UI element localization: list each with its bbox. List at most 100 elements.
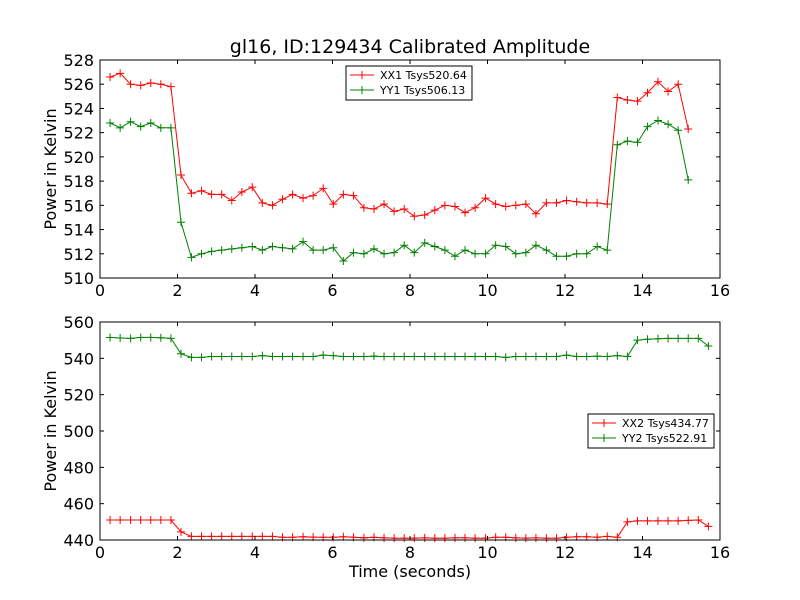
upper-y-tick-label: 528 (63, 51, 94, 70)
upper-series-0-point (430, 206, 439, 215)
upper-series-1-point (237, 243, 246, 252)
lower-series-0-point (136, 516, 145, 525)
lower-series-0-point (217, 532, 226, 541)
lower-x-tick-label: 0 (95, 543, 105, 562)
upper-series-0-point (461, 208, 470, 217)
lower-series-1-point (258, 351, 267, 360)
upper-series-1-point (654, 116, 662, 125)
upper-series-1-point (339, 257, 348, 266)
upper-series-0-point (227, 196, 236, 205)
upper-y-axis-label: Power in Kelvin (41, 108, 60, 229)
upper-series-1-point (400, 241, 409, 250)
lower-series-1-point (116, 333, 125, 342)
upper-series-1-point (278, 243, 287, 252)
upper-series-1-point (268, 242, 277, 251)
upper-series-1-point (674, 126, 683, 135)
lower-series-1-point (166, 334, 175, 343)
upper-series-1-point (369, 244, 378, 253)
upper-y-tick-label: 514 (63, 221, 94, 240)
upper-series-0-point (268, 201, 277, 210)
lower-series-1-point (511, 352, 520, 361)
upper-series-0-point (359, 203, 368, 212)
lower-series-1-point (623, 352, 632, 361)
lower-series-1-point (369, 352, 378, 361)
upper-series-0-point (471, 203, 480, 212)
upper-y-tick-label: 520 (63, 148, 94, 167)
lower-series-1-point (237, 352, 246, 361)
upper-x-tick-label: 10 (477, 281, 497, 300)
chart-title: gl16, ID:129434 Calibrated Amplitude (230, 36, 590, 58)
upper-series-0-point (156, 80, 165, 89)
upper-series-0-point (380, 200, 389, 209)
upper-series-line-0 (109, 72, 689, 217)
lower-series-1-point (339, 352, 348, 361)
upper-y-tick-label: 518 (63, 172, 94, 191)
upper-series-1-point (187, 253, 196, 262)
upper-y-tick-label: 524 (63, 99, 94, 118)
upper-series-0-point (582, 198, 591, 207)
upper-series-1-point (582, 249, 591, 258)
lower-series-0-point (552, 534, 561, 543)
upper-series-0-point (339, 190, 348, 199)
upper-series-0-point (390, 207, 399, 216)
lower-x-tick-label: 12 (555, 543, 575, 562)
upper-legend: XX1 Tsys520.64 YY1 Tsys506.13 (345, 65, 473, 101)
upper-series-1-point (309, 246, 318, 255)
upper-series-1-point (501, 242, 510, 251)
lower-series-0-point (237, 532, 246, 541)
lower-series-0-point (390, 534, 399, 543)
lower-series-1-point (603, 352, 612, 361)
upper-series-1-point (390, 248, 399, 257)
lower-series-1-point (450, 352, 459, 361)
lower-series-1-point (664, 334, 673, 343)
upper-plot: gl16, ID:129434 Calibrated Amplitude 0 2 4… (41, 36, 730, 300)
lower-series-1-point (207, 352, 216, 361)
lower-series-0-point (116, 516, 125, 525)
upper-series-1-point (461, 246, 470, 255)
upper-y-tick-label: 526 (63, 75, 94, 94)
lower-plot-frame (99, 321, 721, 541)
upper-x-tick-label: 14 (632, 281, 652, 300)
upper-series-line-1 (109, 120, 689, 262)
lower-x-tick-label: 8 (405, 543, 415, 562)
upper-series-0-point (440, 201, 449, 210)
upper-series-0-point (116, 69, 125, 78)
lower-series-1-point (400, 352, 409, 361)
lower-series-1-point (390, 352, 399, 361)
lower-x-tick-label: 14 (632, 543, 652, 562)
lower-series-1-point (268, 352, 277, 361)
upper-series-0-point (674, 80, 683, 89)
lower-series-0-point (339, 532, 348, 541)
upper-legend-box (345, 65, 473, 101)
lower-series-1-point (643, 335, 652, 344)
lower-series-1-point (420, 352, 429, 361)
upper-series-0-point (237, 188, 246, 197)
upper-plot-marks (106, 69, 693, 266)
lower-x-tick-label: 4 (250, 543, 260, 562)
upper-legend-marker-xx1 (358, 71, 366, 79)
lower-y-axis-label: Power in Kelvin (41, 370, 60, 491)
lower-x-tick-label: 16 (710, 543, 730, 562)
lower-series-0-point (481, 534, 490, 543)
upper-x-tick-label: 8 (405, 281, 415, 300)
lower-legend-label-yy2: YY2 Tsys522.91 (621, 432, 707, 445)
lower-series-1-point (481, 352, 490, 361)
lower-series-0-point (684, 516, 693, 525)
upper-series-0-point (521, 200, 530, 209)
lower-series-1-point (674, 334, 683, 343)
lower-y-tick-label: 520 (63, 386, 94, 405)
upper-series-1-point (227, 244, 236, 253)
lower-series-0-point (643, 516, 652, 525)
upper-series-1-point (531, 241, 540, 250)
upper-series-1-point (106, 118, 115, 127)
upper-series-1-point (562, 252, 571, 261)
lower-series-1-point (217, 352, 226, 361)
lower-series-0-point (299, 532, 308, 541)
lower-series-0-point (674, 516, 683, 525)
lower-series-0-point (197, 532, 206, 541)
lower-series-1-point (278, 352, 287, 361)
upper-series-1-point (197, 249, 206, 258)
upper-y-tick-label: 522 (63, 124, 94, 143)
x-axis-label: Time (seconds) (348, 562, 471, 581)
